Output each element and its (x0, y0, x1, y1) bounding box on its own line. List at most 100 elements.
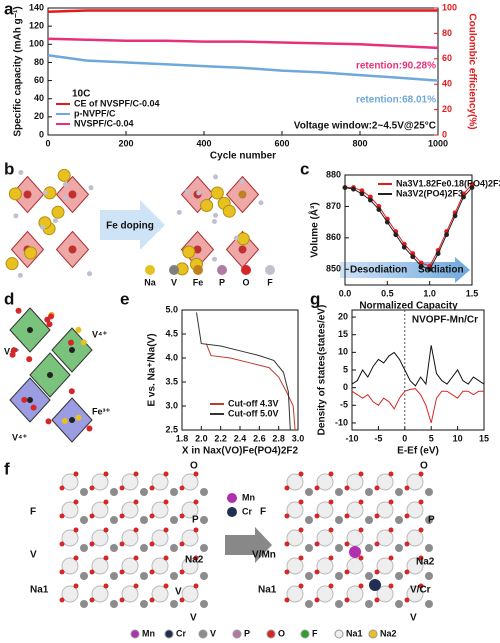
atom (328, 527, 334, 533)
y2-tick-label: 0 (442, 129, 447, 139)
ion-label: V⁴⁺ (92, 329, 107, 339)
atom (344, 597, 350, 603)
atom (376, 529, 394, 547)
atom (200, 488, 208, 496)
atom (86, 425, 93, 432)
atom (298, 555, 304, 561)
atom (238, 245, 247, 254)
legend-label: CE of NVSPF/C-0.04 (74, 98, 160, 108)
legend-label: Cut-off 5.0V (228, 408, 279, 418)
atom (388, 555, 394, 561)
atom-label: Na2 (416, 557, 435, 568)
atom (365, 572, 373, 580)
atom (406, 557, 424, 575)
atom (88, 185, 94, 191)
atom (119, 597, 125, 603)
atom (133, 527, 139, 533)
atom (121, 501, 139, 519)
x-tick-label: -10 (345, 433, 358, 443)
atom (376, 557, 394, 575)
atom (388, 471, 394, 477)
x-tick-label: 2.0 (195, 433, 208, 443)
atom (59, 569, 65, 575)
atom (51, 205, 65, 219)
atom (73, 499, 79, 505)
x-tick-label: 10 (453, 433, 463, 443)
x-tick-label: 1000 (428, 138, 448, 148)
atom (335, 544, 343, 552)
legend-swatch (265, 265, 275, 275)
legend-swatch (227, 493, 237, 503)
atom-label: Na1 (258, 585, 277, 596)
atom (193, 245, 202, 254)
atom (151, 529, 169, 547)
x-tick-label: 1.0 (423, 288, 436, 298)
atom (196, 190, 202, 196)
atom (119, 513, 125, 519)
y-tick-label: 5 (343, 364, 348, 374)
atom (200, 544, 208, 552)
x-tick-label: 200 (118, 138, 133, 148)
legend-label: Mn (142, 628, 155, 638)
x-tick-label: 2.2 (214, 433, 227, 443)
y-tick-label: 20 (338, 311, 348, 321)
atom (211, 219, 217, 225)
atom (369, 579, 381, 591)
atom (103, 471, 109, 477)
atom (18, 170, 24, 176)
atom (91, 529, 109, 547)
y-tick-label: 3.0 (165, 400, 178, 410)
atom (121, 473, 139, 491)
atom (42, 190, 48, 196)
atom (316, 585, 334, 603)
atom (233, 235, 239, 241)
atom (193, 527, 199, 533)
atom (133, 499, 139, 505)
legend-label: p-NVPF/C (74, 108, 116, 118)
atom (119, 569, 125, 575)
atom (284, 569, 290, 575)
y2-tick-label: 20 (442, 104, 452, 114)
y-tick-label: 40 (34, 93, 44, 103)
atom (213, 212, 219, 218)
series-line (205, 343, 296, 431)
atom (179, 541, 185, 547)
plot-frame (344, 174, 473, 286)
y2-tick-label: 80 (442, 28, 452, 38)
atom (344, 541, 350, 547)
legend-label: Na3V1.82Fe0.18(PO4)2F3 (396, 178, 500, 188)
series-line (47, 53, 439, 82)
atom (406, 585, 424, 603)
atom (61, 529, 79, 547)
atom-label: V (175, 587, 182, 598)
atom (286, 529, 304, 547)
legend-label: V (171, 277, 177, 287)
legend-swatch (169, 265, 179, 275)
atom (163, 499, 169, 505)
atom (121, 585, 139, 603)
x-tick-label: 2.6 (253, 433, 266, 443)
atom (328, 499, 334, 505)
legend-swatch (130, 629, 140, 639)
y-tick-label: -5 (340, 400, 348, 410)
atom (110, 488, 118, 496)
atom (23, 190, 32, 199)
x-tick-label: 1.5 (466, 288, 479, 298)
y-tick-label: 140 (29, 2, 44, 12)
atom (163, 555, 169, 561)
legend-swatch (266, 629, 276, 639)
atom (335, 488, 343, 496)
legend-label: P (244, 628, 250, 638)
atom (365, 544, 373, 552)
atom (170, 544, 178, 552)
atom (87, 271, 93, 277)
atom (314, 541, 320, 547)
atom (286, 473, 304, 491)
atom (376, 501, 394, 519)
atom (395, 516, 403, 524)
atom (346, 501, 364, 519)
atom (15, 307, 22, 314)
legend-label: Na (144, 277, 156, 287)
atom (140, 516, 148, 524)
panel-letter: d (4, 289, 14, 308)
